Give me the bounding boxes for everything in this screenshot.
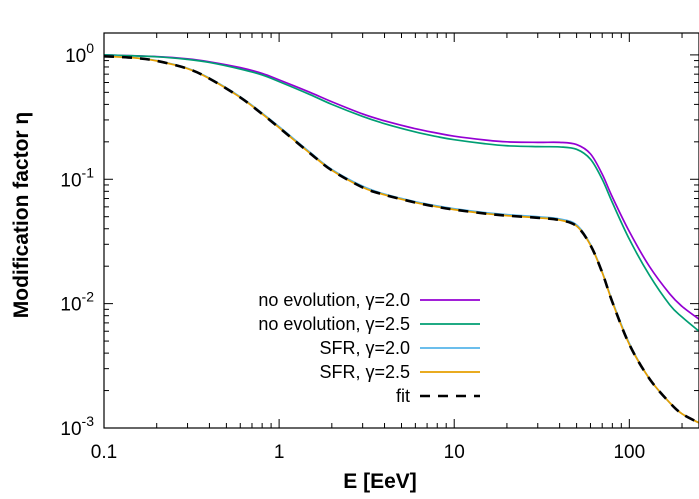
y-tick-label: 10-3: [60, 413, 94, 440]
series-line-4: [104, 54, 699, 425]
y-tick-label: 100: [65, 40, 94, 67]
x-axis-title: E [EeV]: [343, 470, 417, 493]
plot-frame: [103, 32, 699, 429]
legend-label-0: no evolution, γ=2.0: [258, 290, 410, 310]
series-line-1: [104, 54, 699, 332]
x-tick-label: 100: [613, 442, 645, 463]
legend-label-1: no evolution, γ=2.5: [258, 314, 410, 334]
y-tick-label: 10-1: [60, 164, 94, 191]
series-curves: [104, 54, 699, 425]
x-tick-label: 1: [274, 442, 285, 463]
x-tick-label: 0.1: [91, 442, 117, 463]
x-tick-label: 10: [444, 442, 465, 463]
axis-tick-labels: 0.1 1 10 100 100 10-1 10-2 10-3: [60, 40, 645, 463]
legend-label-3: SFR, γ=2.5: [319, 362, 410, 382]
series-line-0: [104, 54, 699, 320]
y-axis-title: Modification factor η: [10, 112, 33, 319]
legend-label-4: fit: [396, 386, 410, 406]
axis-ticks: [103, 33, 699, 429]
y-tick-label: 10-2: [60, 289, 94, 316]
legend-label-2: SFR, γ=2.0: [319, 338, 410, 358]
legend: no evolution, γ=2.0 no evolution, γ=2.5 SF…: [258, 290, 480, 406]
